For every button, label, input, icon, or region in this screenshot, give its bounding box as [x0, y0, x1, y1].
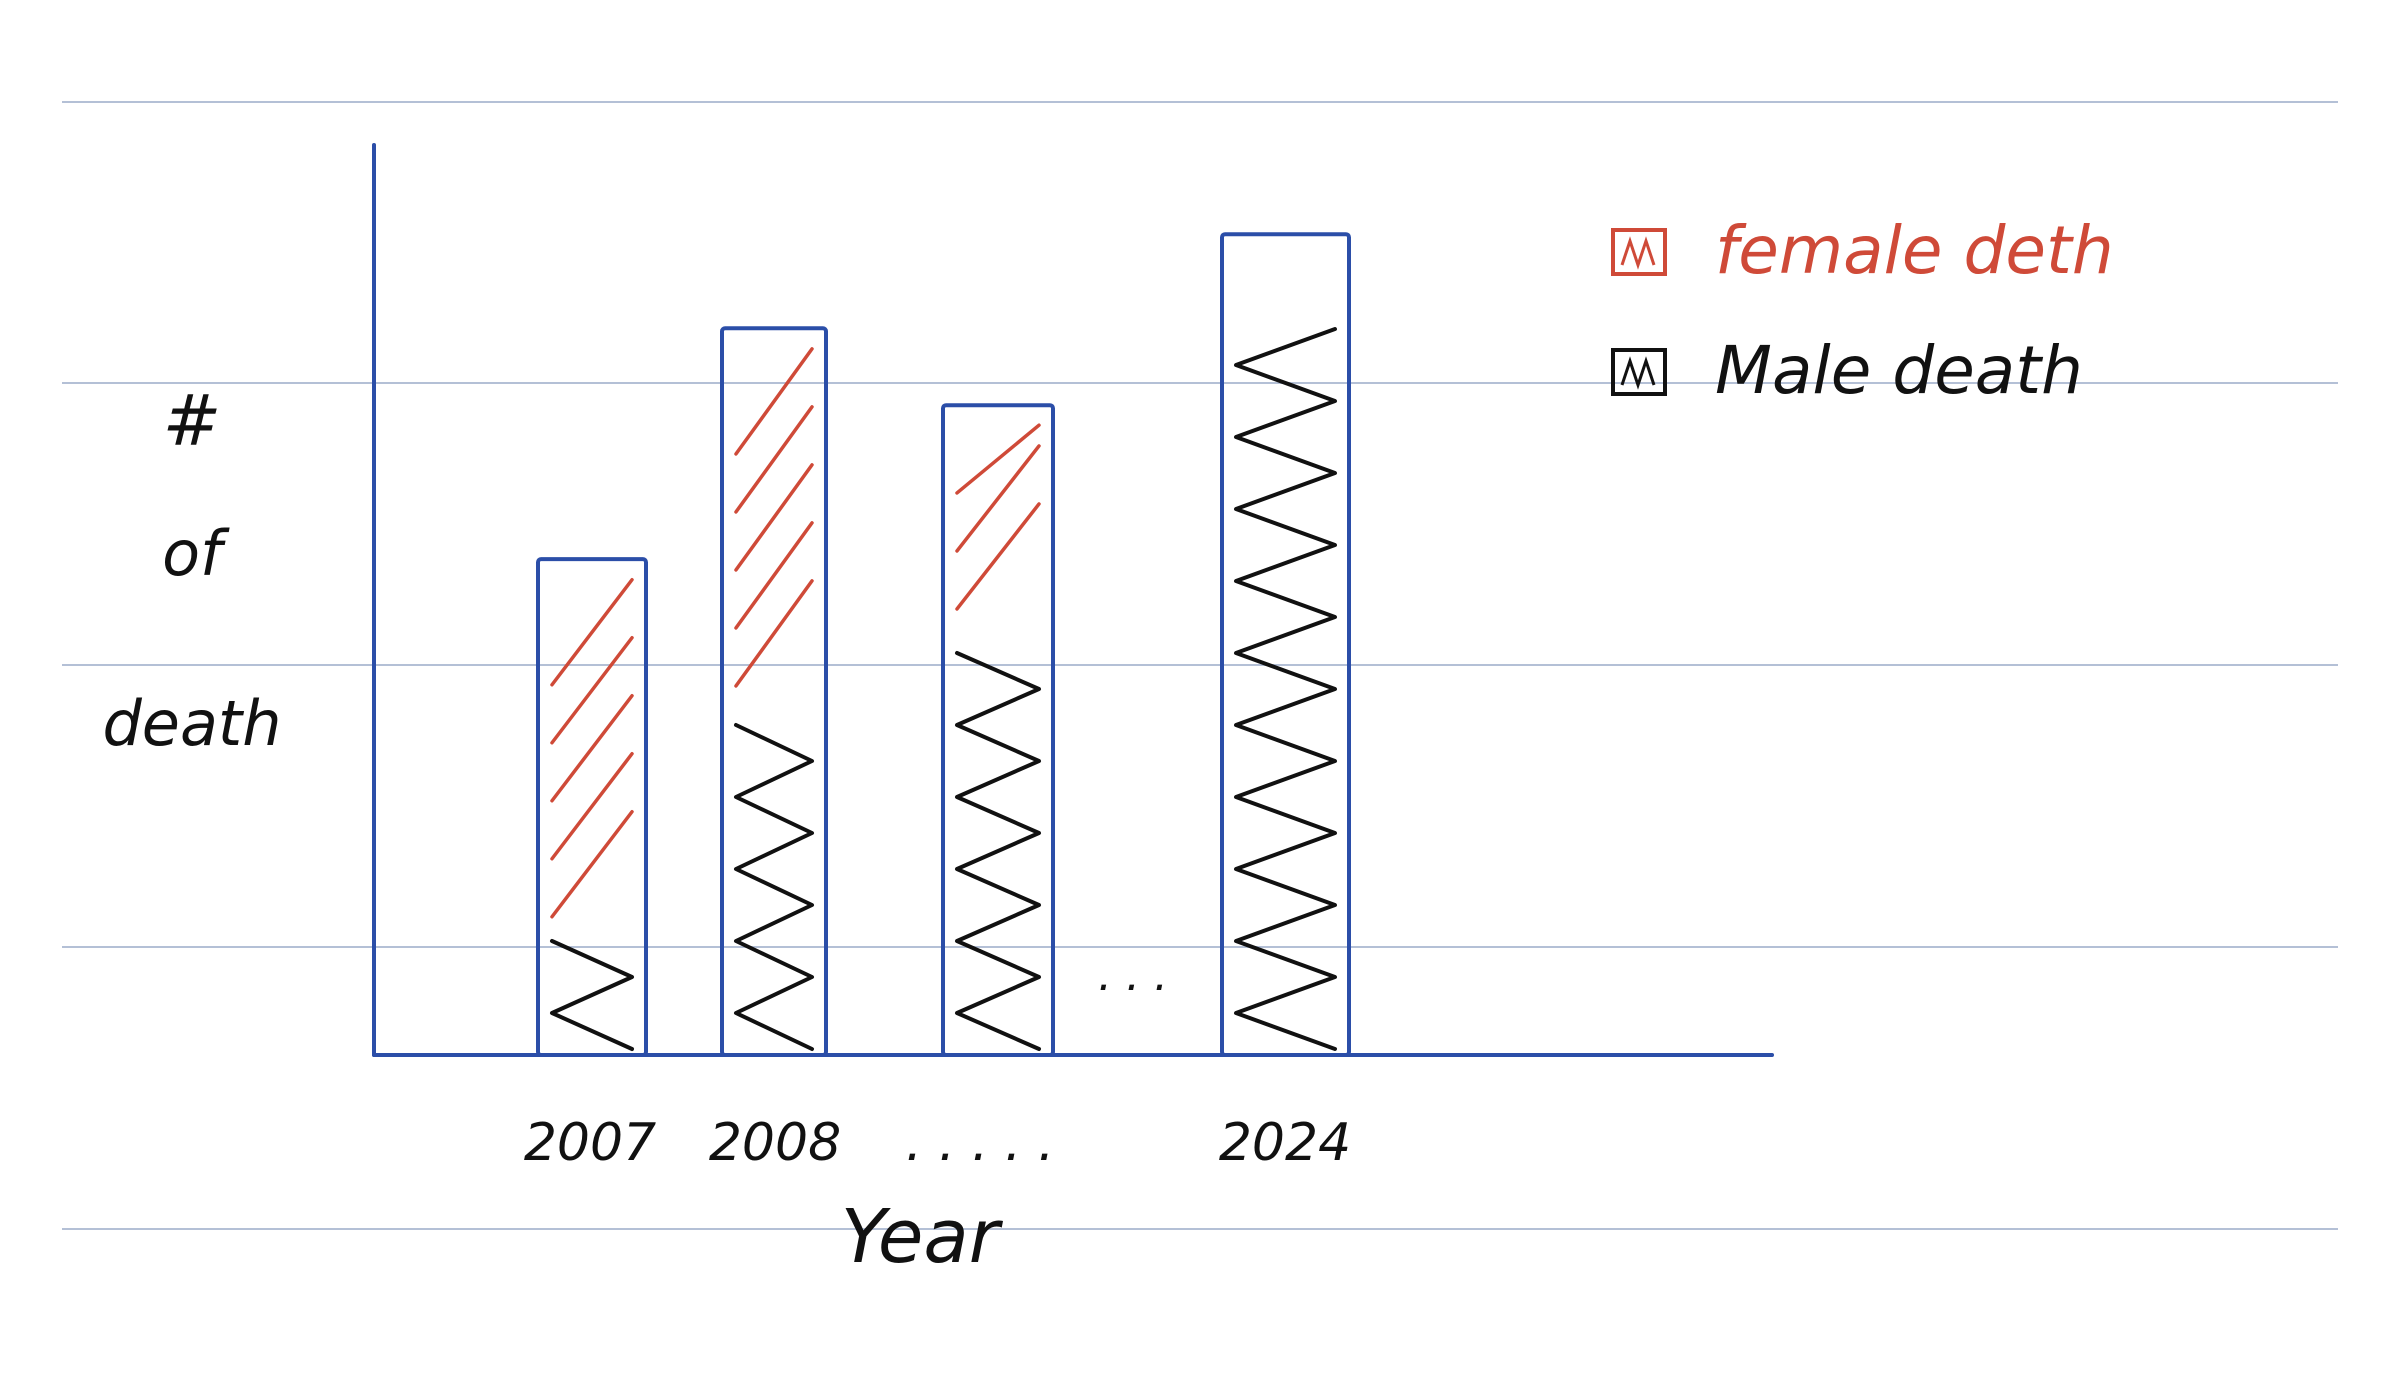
female-hatch-stroke — [550, 752, 634, 861]
legend-swatch — [1611, 348, 1667, 396]
bar-chart: 2007 2008 . . . . . 2024 . . . Year # of deat… — [102, 143, 1774, 1280]
female-hatch-stroke — [550, 636, 634, 745]
bar-segment-female — [550, 578, 634, 919]
bar-segment-male — [734, 723, 814, 1051]
y-label-line: # — [163, 380, 222, 462]
female-hatch-stroke — [734, 521, 814, 630]
bar-outline — [720, 326, 828, 1057]
x-tick-label: 2007 — [524, 1113, 656, 1173]
bar-segment-male — [1234, 327, 1337, 1051]
legend-entry: Male death — [1611, 332, 2083, 409]
female-hatch-stroke — [734, 347, 814, 456]
bar-segment-female — [734, 347, 814, 688]
female-hatch-stroke — [550, 578, 634, 687]
legend-entry: female deth — [1611, 212, 2114, 289]
notebook-ruled-lines — [62, 101, 2338, 1230]
bar-segment-female — [955, 423, 1041, 611]
legend-swatch-hatch — [1620, 236, 1656, 270]
bar-group — [720, 326, 828, 1057]
y-label-line: death — [102, 687, 281, 760]
bars — [536, 232, 1351, 1057]
female-hatch-stroke — [734, 579, 814, 688]
female-hatch-stroke — [550, 810, 634, 919]
x-tick-labels: 2007 2008 . . . . . 2024 — [524, 1113, 1351, 1173]
female-hatch-stroke — [955, 444, 1041, 553]
female-hatch-stroke — [550, 694, 634, 803]
legend-label: female deth — [1715, 212, 2114, 289]
female-hatch-stroke — [955, 423, 1041, 495]
legend-label: Male death — [1715, 332, 2083, 409]
gap-marker: . . . — [1098, 950, 1168, 1001]
bar-outline — [1220, 232, 1351, 1057]
y-label-line: of — [162, 517, 230, 590]
x-tick-label: 2008 — [709, 1113, 841, 1173]
bar-group — [536, 557, 648, 1057]
x-tick-label: 2024 — [1219, 1113, 1351, 1173]
legend-swatch-hatch — [1620, 356, 1656, 390]
x-axis-label: Year — [841, 1194, 1004, 1280]
female-hatch-stroke — [955, 502, 1041, 611]
female-hatch-stroke — [734, 463, 814, 572]
x-tick-label: . . . . . — [906, 1113, 1055, 1173]
bar-group — [941, 403, 1055, 1057]
legend-swatch — [1611, 228, 1667, 276]
bar-segment-male — [550, 939, 634, 1051]
y-axis-label: # of death — [102, 380, 281, 760]
bar-group — [1220, 232, 1351, 1057]
female-hatch-stroke — [734, 405, 814, 514]
bar-segment-male — [955, 651, 1041, 1051]
legend: female deth Male death — [1611, 212, 2114, 409]
